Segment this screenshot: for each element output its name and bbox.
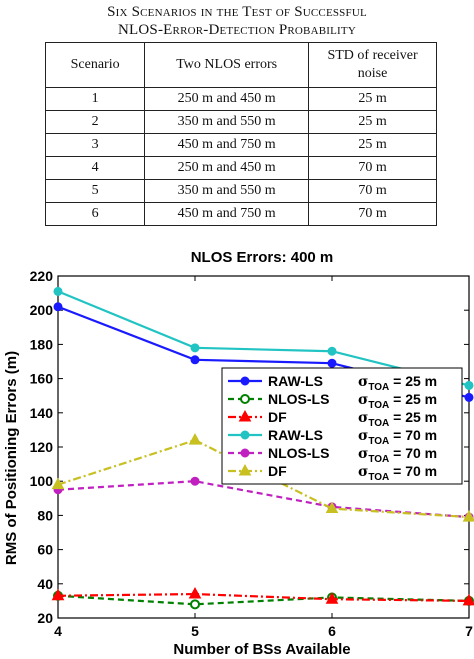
chart-title: NLOS Errors: 400 m [191, 249, 334, 266]
data-point [327, 346, 337, 356]
legend-marker [240, 376, 250, 386]
table-caption: Six Scenarios in the Test of Successful … [0, 3, 474, 39]
data-point [327, 358, 337, 368]
data-point [53, 286, 63, 296]
data-point [325, 501, 339, 514]
table-row: 5 350 m and 550 m 70 m [44, 179, 437, 203]
data-point [51, 588, 65, 601]
table-cell: 4 [44, 156, 146, 180]
data-point [325, 592, 339, 604]
header-scenario: Scenario [44, 42, 146, 88]
table-caption-line1: Six Scenarios in the Test of Successful [107, 4, 367, 20]
data-point [464, 392, 474, 402]
y-tick-label: 220 [30, 268, 54, 284]
legend-marker [240, 430, 250, 440]
legend-sigma: σTOA = 70 m [358, 427, 437, 447]
rms-error-line-chart: NLOS Errors: 400 m 20 40 60 80 100 120 140 160 1… [3, 249, 474, 658]
legend-label: DF [268, 409, 287, 425]
y-tick-label: 20 [37, 610, 53, 626]
table-cell: 5 [44, 179, 146, 203]
header-std-noise: STD of receiver noise [308, 42, 437, 88]
table-cell: 25 m [308, 110, 437, 134]
legend-sigma: σTOA = 25 m [358, 373, 437, 393]
table-cell: 450 m and 750 m [144, 202, 310, 226]
scenario-table: Scenario Two NLOS errors STD of receiver… [44, 42, 437, 226]
table-row: 1 250 m and 450 m 25 m [44, 87, 437, 111]
y-tick-label: 40 [37, 576, 53, 592]
table-row: 6 450 m and 750 m 70 m [44, 202, 437, 226]
legend-sigma: σTOA = 25 m [358, 409, 437, 429]
table-cell: 25 m [308, 87, 437, 111]
legend-marker [238, 463, 252, 476]
legend-label: DF [268, 463, 287, 479]
table-row: 3 450 m and 750 m 25 m [44, 133, 437, 157]
data-point [462, 593, 474, 606]
series-line-4 [57, 480, 470, 519]
legend-label: RAW-LS [268, 427, 323, 443]
table-cell: 2 [44, 110, 146, 134]
table-cell: 25 m [308, 133, 437, 157]
data-point [464, 380, 474, 390]
data-point [188, 433, 202, 445]
legend-label: NLOS-LS [268, 391, 329, 407]
x-axis-label: Number of BSs Available [173, 641, 350, 658]
data-point [190, 476, 200, 486]
data-point [53, 302, 63, 312]
table-cell: 450 m and 750 m [144, 133, 310, 157]
legend-label: RAW-LS [268, 373, 323, 389]
table-row: 2 350 m and 550 m 25 m [44, 110, 437, 134]
table-cell: 3 [44, 133, 146, 157]
data-point [190, 599, 200, 610]
header-nlos-errors: Two NLOS errors [144, 42, 310, 88]
y-tick-label: 180 [30, 336, 54, 352]
x-tick-label: 4 [54, 623, 62, 639]
data-point [51, 477, 65, 490]
table-header-row: Scenario Two NLOS errors STD of receiver… [44, 42, 437, 88]
data-point [190, 355, 200, 365]
legend-marker [240, 448, 250, 458]
table-cell: 350 m and 550 m [144, 179, 310, 203]
data-point [188, 587, 202, 599]
table-cell: 350 m and 550 m [144, 110, 310, 134]
x-tick-label: 6 [328, 623, 336, 639]
table-caption-line2: NLOS-Error-Detection Probability [118, 22, 356, 38]
y-tick-label: 80 [37, 507, 53, 523]
series-line-2 [57, 592, 470, 602]
y-tick-label: 100 [30, 473, 54, 489]
y-tick-label: 120 [30, 439, 54, 455]
y-tick-label: 60 [37, 542, 53, 558]
data-point [462, 510, 474, 522]
plot-area: 20 40 60 80 100 120 140 160 180 200 220 4 5 6 7 RAW-LS σ… [30, 268, 474, 639]
table-cell: 70 m [308, 179, 437, 203]
legend-sigma: σTOA = 70 m [358, 445, 437, 465]
table-row: 4 250 m and 450 m 70 m [44, 156, 437, 180]
series-line-1 [57, 594, 470, 606]
y-tick-label: 140 [30, 405, 54, 421]
legend-marker [238, 409, 252, 422]
table-cell: 1 [44, 87, 146, 111]
table-cell: 250 m and 450 m [144, 87, 310, 111]
legend-sigma: σTOA = 70 m [358, 463, 437, 483]
y-axis-label: RMS of Positioning Errors (m) [3, 351, 20, 565]
table-cell: 250 m and 450 m [144, 156, 310, 180]
legend-label: NLOS-LS [268, 445, 329, 461]
x-tick-label: 7 [465, 623, 473, 639]
legend-marker [240, 394, 250, 404]
legend-box [221, 367, 463, 485]
y-tick-label: 200 [30, 302, 54, 318]
table-cell: 70 m [308, 202, 437, 226]
y-tick-label: 160 [30, 371, 54, 387]
legend-sigma: σTOA = 25 m [358, 391, 437, 411]
data-point [190, 343, 200, 353]
table-cell: 6 [44, 202, 146, 226]
table-cell: 70 m [308, 156, 437, 180]
x-tick-label: 5 [191, 623, 199, 639]
